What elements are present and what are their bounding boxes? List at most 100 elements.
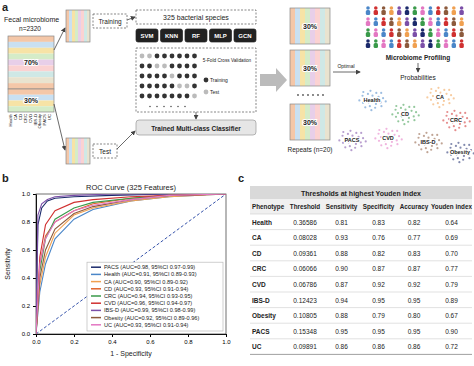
table-cell: 0.90 xyxy=(445,328,458,335)
person-body xyxy=(452,21,456,26)
cluster-dot xyxy=(400,107,402,109)
cluster-dot xyxy=(462,159,464,161)
table-cell: 0.83 xyxy=(372,219,385,226)
cluster-dot xyxy=(438,106,440,108)
legend-label: CVD (AUC=0.96, 95%CI 0.94-0.97) xyxy=(104,300,192,306)
cluster-dot xyxy=(430,149,432,151)
cluster-dot xyxy=(431,145,433,147)
tick-mark xyxy=(33,306,36,307)
legend-swatch xyxy=(91,295,101,297)
ellipsis-dot xyxy=(317,94,319,96)
stripe-frame xyxy=(8,89,54,112)
classifier-label: Trained Multi-class Classifier xyxy=(151,125,241,132)
table-cell: 0.79 xyxy=(372,312,385,319)
cluster-dot xyxy=(369,90,371,92)
split-pct: 30% xyxy=(24,97,39,104)
cluster-dot xyxy=(341,135,343,137)
fold-dot xyxy=(192,84,197,89)
row-rule xyxy=(250,276,472,277)
person-body xyxy=(452,43,456,48)
stripe xyxy=(8,36,54,42)
person-body xyxy=(374,10,378,15)
probabilities-label: Probabilities xyxy=(400,74,436,81)
cluster-dot xyxy=(445,115,447,117)
cluster-dot xyxy=(374,137,376,139)
table-cell: 0.86 xyxy=(372,343,385,350)
person-body xyxy=(459,43,463,48)
person-head xyxy=(421,28,425,32)
person-body xyxy=(374,21,378,26)
cluster-dot xyxy=(457,142,459,144)
cluster-dot xyxy=(354,147,356,149)
cluster-dot xyxy=(350,149,352,151)
cluster-dot xyxy=(349,130,351,132)
person-head xyxy=(421,39,425,43)
table-cell: 0.09361 xyxy=(293,250,317,257)
fold-dot xyxy=(147,54,152,59)
cluster-dot xyxy=(446,151,448,153)
cluster-label: Obesity xyxy=(450,149,471,155)
cluster-dot xyxy=(458,161,460,163)
legend-label: PACS (AUC=0.98, 95%CI 0.97-0.99) xyxy=(104,264,195,270)
tick-label: 0.6 xyxy=(146,339,155,345)
tick-label: 1.0 xyxy=(222,339,231,345)
fold-dot xyxy=(147,64,152,69)
stripe xyxy=(69,138,72,164)
stripe xyxy=(290,8,295,44)
person-head xyxy=(429,28,433,32)
cluster-dot xyxy=(407,121,409,123)
cluster-dot xyxy=(391,113,393,115)
person-head xyxy=(390,28,394,32)
person-head xyxy=(460,39,464,43)
legend-label: Obesity (AUC=0.92, 95%CI 0.89-0.96) xyxy=(104,315,199,321)
cluster-dot xyxy=(430,99,432,101)
table-cell: 0.15348 xyxy=(293,328,317,335)
cluster-dot xyxy=(448,89,450,91)
legend-swatch xyxy=(91,266,101,268)
table-cell: 0.36586 xyxy=(293,219,317,226)
cluster-dot xyxy=(466,117,468,119)
legend-label: IBS-D (AUC=0.99, 95%CI 0.98-0.99) xyxy=(104,307,195,313)
cluster-dot xyxy=(454,129,456,131)
tick-mark xyxy=(226,334,227,337)
cluster-dot xyxy=(375,92,377,94)
table-cell: 0.94 xyxy=(335,297,348,304)
cluster-label: PACS xyxy=(345,137,360,143)
cluster-dot xyxy=(382,97,384,99)
stripe xyxy=(295,104,300,140)
legend: PACS (AUC=0.98, 95%CI 0.97-0.99)Health (… xyxy=(87,262,223,331)
cluster-dot xyxy=(385,143,387,145)
tick-mark xyxy=(33,222,36,223)
tick-mark xyxy=(150,334,151,337)
stripe-frame xyxy=(66,138,90,164)
cluster-dot xyxy=(448,102,450,104)
cluster-dot xyxy=(383,131,385,133)
y-axis-title: Sensitivity xyxy=(4,248,12,280)
legend-dot xyxy=(204,90,209,95)
table-header: Specificity xyxy=(363,203,395,211)
legend-swatch xyxy=(91,288,101,290)
person-head xyxy=(429,39,433,43)
big-arrow xyxy=(260,68,287,92)
cv-label: 5-Fold Cross Validation xyxy=(203,58,252,63)
fold-dot xyxy=(162,64,167,69)
person-body xyxy=(452,32,456,37)
person-head xyxy=(444,39,448,43)
cluster-label: CVD xyxy=(382,135,394,141)
cluster-dot xyxy=(442,104,444,106)
ellipsis-dot xyxy=(322,94,324,96)
person-body xyxy=(420,21,424,26)
cluster-dot xyxy=(442,119,444,121)
fold-dot xyxy=(192,64,197,69)
cluster-dot xyxy=(402,119,404,121)
split-pct: 70% xyxy=(24,59,39,66)
cluster-dot xyxy=(385,100,387,102)
cluster-dot xyxy=(342,131,344,133)
cluster-dot xyxy=(426,151,428,153)
model-box xyxy=(161,29,183,42)
person-head xyxy=(444,6,448,10)
person-body xyxy=(452,10,456,15)
cluster-dot xyxy=(355,132,357,134)
person-head xyxy=(460,17,464,21)
tick: 1.0 xyxy=(222,334,231,345)
